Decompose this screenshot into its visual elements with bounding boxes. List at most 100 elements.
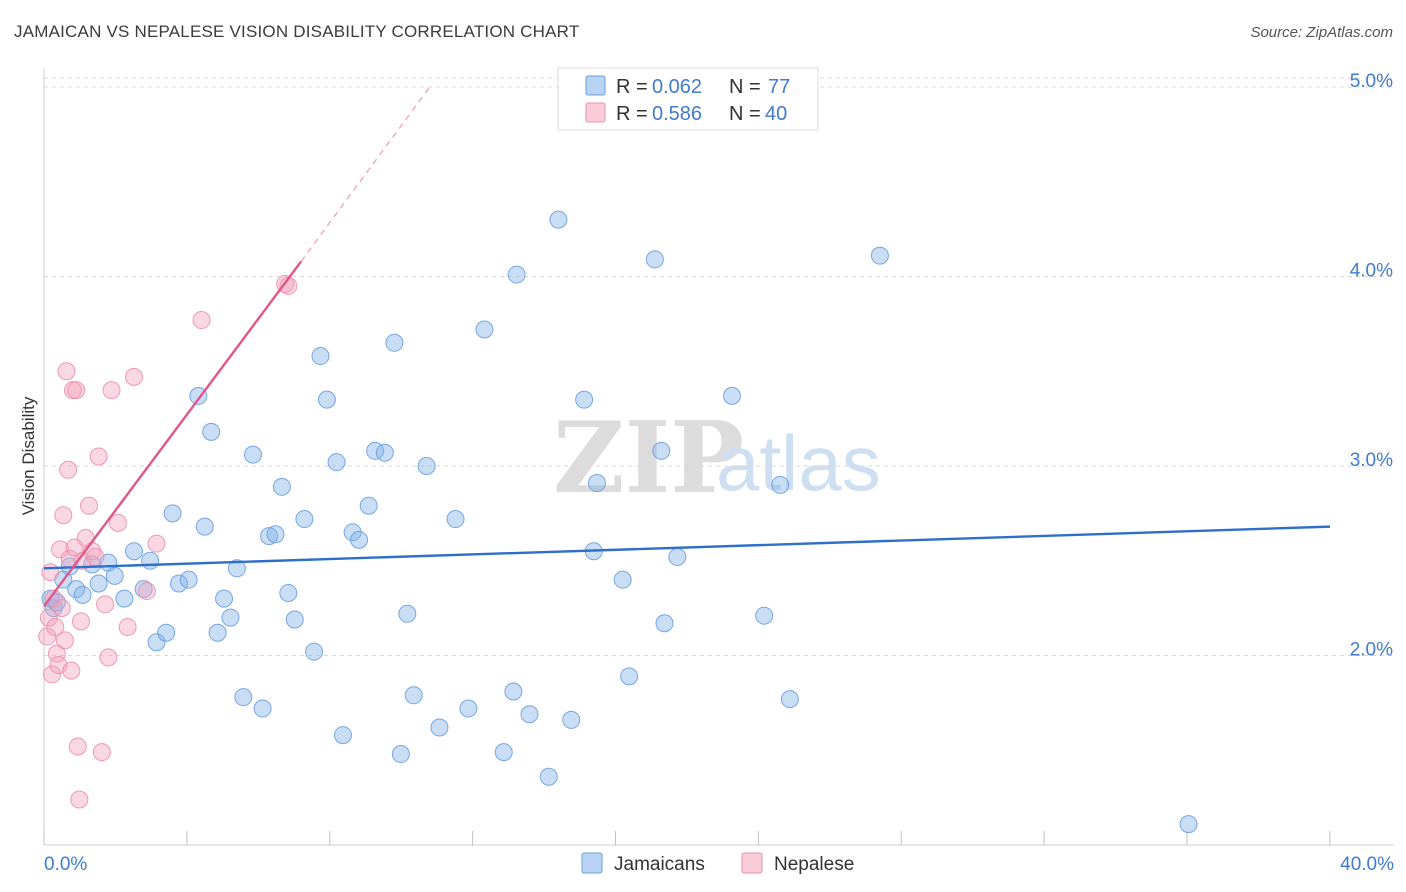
y-tick-label: 4.0% bbox=[1350, 260, 1393, 281]
jamaican-point bbox=[215, 589, 234, 608]
jamaican-point bbox=[404, 686, 423, 705]
jamaican-point bbox=[317, 390, 336, 409]
jamaican-point bbox=[645, 250, 664, 269]
legend-r-label-jamaicans: R = bbox=[616, 76, 648, 98]
legend-r-value-nepalese: 0.586 bbox=[652, 103, 702, 125]
jamaican-point bbox=[227, 559, 246, 578]
jamaican-point bbox=[125, 542, 144, 561]
jamaican-point bbox=[417, 456, 436, 475]
axes bbox=[43, 68, 1394, 846]
trend-line-nepalese-extension bbox=[300, 86, 431, 262]
jamaican-point bbox=[520, 705, 539, 724]
jamaican-point bbox=[494, 743, 513, 762]
jamaican-point bbox=[507, 265, 526, 284]
nepalese-point bbox=[51, 540, 70, 559]
chart-source: Source: ZipAtlas.com bbox=[1250, 24, 1393, 41]
legend-swatch-jamaicans bbox=[585, 75, 606, 96]
jamaican-point bbox=[430, 718, 449, 737]
nepalese-point bbox=[59, 460, 78, 479]
nepalese-point bbox=[39, 608, 58, 627]
jamaican-point bbox=[170, 574, 189, 593]
bottom-legend-label-jamaicans: Jamaicans bbox=[614, 854, 705, 875]
nepalese-point bbox=[80, 496, 99, 515]
jamaican-point bbox=[359, 496, 378, 515]
jamaican-point bbox=[221, 608, 240, 627]
trend-lines bbox=[43, 86, 1331, 607]
nepalese-point bbox=[47, 644, 66, 663]
jamaican-point bbox=[343, 523, 362, 542]
jamaican-point bbox=[195, 517, 214, 536]
jamaican-point bbox=[723, 386, 742, 405]
jamaican-point bbox=[234, 688, 253, 707]
jamaican-point bbox=[755, 606, 774, 625]
jamaican-point bbox=[771, 475, 790, 494]
stats-legend: R = 0.062 N = 77 R = 0.586 N = 40 bbox=[557, 67, 819, 131]
legend-r-value-jamaicans: 0.062 bbox=[652, 76, 702, 98]
jamaican-point bbox=[668, 547, 687, 566]
x-tick-label-min: 0.0% bbox=[44, 854, 87, 875]
jamaican-point bbox=[141, 551, 160, 570]
nepalese-point bbox=[57, 362, 76, 381]
jamaican-point bbox=[89, 574, 108, 593]
nepalese-point bbox=[68, 737, 87, 756]
nepalese-point bbox=[108, 513, 127, 532]
jamaican-point bbox=[475, 320, 494, 339]
jamaican-point bbox=[134, 580, 153, 599]
nepalese-point bbox=[43, 665, 62, 684]
series-legend: Jamaicans Nepalese bbox=[581, 852, 854, 875]
nepalese-point bbox=[192, 311, 211, 330]
legend-n-value-nepalese: 40 bbox=[765, 103, 787, 125]
series-jamaicans-points bbox=[41, 210, 1198, 834]
jamaican-point bbox=[115, 589, 134, 608]
nepalese-point bbox=[62, 661, 81, 680]
nepalese-point bbox=[46, 618, 65, 637]
legend-swatch-nepalese bbox=[585, 102, 606, 123]
series-nepalese-points bbox=[38, 275, 298, 809]
jamaican-point bbox=[652, 441, 671, 460]
jamaican-point bbox=[446, 510, 465, 529]
jamaican-point bbox=[260, 527, 279, 546]
trend-line-jamaicans bbox=[43, 525, 1331, 570]
y-tick-label: 5.0% bbox=[1350, 71, 1393, 92]
nepalese-point bbox=[54, 506, 73, 525]
jamaican-point bbox=[870, 246, 889, 265]
jamaican-point bbox=[350, 530, 369, 549]
nepalese-point bbox=[86, 547, 105, 566]
jamaican-point bbox=[620, 667, 639, 686]
bottom-legend-label-nepalese: Nepalese bbox=[774, 854, 854, 875]
jamaican-point bbox=[613, 570, 632, 589]
jamaican-point bbox=[253, 699, 272, 718]
bottom-legend-swatch-nepalese bbox=[741, 852, 763, 874]
jamaican-point bbox=[305, 642, 324, 661]
jamaican-point bbox=[147, 633, 166, 652]
bottom-legend-swatch-jamaicans bbox=[581, 852, 603, 874]
legend-r-label-nepalese: R = bbox=[616, 103, 648, 125]
jamaican-point bbox=[327, 453, 346, 472]
jamaican-point bbox=[504, 682, 523, 701]
nepalese-point bbox=[118, 618, 137, 637]
jamaican-point bbox=[587, 474, 606, 493]
jamaican-point bbox=[780, 690, 799, 709]
nepalese-point bbox=[89, 447, 108, 466]
y-tick-label: 3.0% bbox=[1350, 450, 1393, 471]
jamaican-point bbox=[459, 699, 478, 718]
jamaican-point bbox=[208, 623, 227, 642]
jamaican-point bbox=[549, 210, 568, 229]
legend-n-label-nepalese: N = bbox=[729, 103, 761, 125]
jamaican-point bbox=[385, 333, 404, 352]
watermark: ZIP atlas bbox=[553, 401, 881, 516]
nepalese-point bbox=[92, 743, 111, 762]
jamaican-point bbox=[279, 583, 298, 602]
jamaican-point bbox=[333, 726, 352, 745]
y-tick-label: 2.0% bbox=[1350, 639, 1393, 660]
gridlines bbox=[44, 77, 1394, 656]
jamaican-point bbox=[1179, 815, 1198, 834]
watermark-atlas: atlas bbox=[716, 419, 881, 507]
nepalese-point bbox=[55, 631, 74, 650]
jamaican-point bbox=[285, 610, 304, 629]
legend-n-value-jamaicans: 77 bbox=[768, 76, 790, 98]
nepalese-point bbox=[67, 381, 86, 400]
nepalese-point bbox=[147, 534, 166, 553]
jamaican-point bbox=[311, 347, 330, 366]
